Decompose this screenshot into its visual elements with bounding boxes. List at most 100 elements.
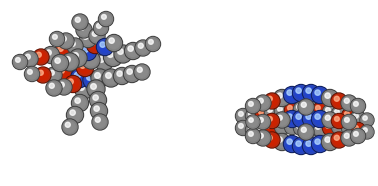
Circle shape — [361, 114, 373, 126]
Circle shape — [74, 97, 85, 108]
Circle shape — [352, 111, 365, 125]
Circle shape — [307, 124, 311, 129]
Circle shape — [79, 25, 84, 30]
Circle shape — [315, 114, 320, 119]
Circle shape — [304, 139, 319, 153]
Circle shape — [360, 125, 374, 139]
Circle shape — [277, 115, 282, 120]
Circle shape — [94, 72, 106, 84]
Circle shape — [50, 31, 65, 46]
Circle shape — [344, 118, 349, 122]
Circle shape — [127, 45, 138, 57]
Circle shape — [65, 122, 70, 127]
Circle shape — [109, 38, 114, 43]
Circle shape — [93, 94, 104, 105]
Circle shape — [335, 116, 339, 121]
Circle shape — [325, 124, 330, 128]
Circle shape — [287, 113, 297, 124]
Circle shape — [256, 123, 270, 137]
Circle shape — [85, 55, 91, 60]
Circle shape — [296, 87, 307, 99]
Circle shape — [322, 89, 339, 107]
Circle shape — [342, 121, 356, 135]
Circle shape — [284, 135, 301, 153]
Circle shape — [324, 121, 336, 135]
Circle shape — [301, 102, 306, 107]
Circle shape — [334, 96, 344, 106]
Circle shape — [91, 69, 109, 87]
Circle shape — [136, 41, 150, 55]
Circle shape — [267, 135, 277, 145]
Circle shape — [89, 28, 105, 44]
Circle shape — [293, 110, 310, 127]
Circle shape — [68, 79, 73, 84]
Circle shape — [25, 67, 39, 81]
Circle shape — [325, 115, 335, 125]
Circle shape — [274, 91, 290, 105]
Circle shape — [332, 113, 347, 129]
Circle shape — [91, 64, 103, 76]
Circle shape — [256, 131, 270, 145]
Circle shape — [96, 39, 113, 55]
Circle shape — [276, 104, 288, 118]
Circle shape — [299, 125, 313, 139]
Circle shape — [90, 92, 107, 108]
Circle shape — [93, 95, 98, 100]
Circle shape — [323, 113, 337, 127]
Circle shape — [99, 41, 110, 52]
Circle shape — [325, 123, 335, 133]
Circle shape — [344, 124, 349, 128]
Circle shape — [341, 130, 357, 146]
Circle shape — [285, 112, 299, 126]
Circle shape — [298, 124, 314, 140]
Circle shape — [92, 70, 108, 86]
Circle shape — [322, 134, 338, 150]
Circle shape — [76, 60, 93, 76]
Circle shape — [27, 69, 37, 79]
Circle shape — [65, 76, 81, 92]
Circle shape — [90, 92, 105, 108]
Circle shape — [57, 45, 68, 57]
Circle shape — [332, 119, 347, 134]
Circle shape — [137, 67, 143, 72]
Circle shape — [72, 14, 88, 30]
Circle shape — [92, 31, 97, 36]
Circle shape — [255, 130, 271, 146]
Circle shape — [87, 80, 105, 98]
Circle shape — [342, 131, 356, 145]
Circle shape — [313, 137, 327, 151]
Circle shape — [264, 132, 280, 148]
Circle shape — [57, 66, 71, 80]
Circle shape — [95, 117, 100, 122]
Circle shape — [256, 115, 271, 129]
Circle shape — [268, 108, 272, 112]
Circle shape — [78, 67, 96, 85]
Circle shape — [342, 115, 356, 129]
Circle shape — [287, 105, 297, 115]
Circle shape — [274, 89, 291, 107]
Circle shape — [255, 95, 271, 111]
Circle shape — [68, 78, 79, 89]
Circle shape — [287, 122, 297, 132]
Circle shape — [248, 102, 253, 106]
Circle shape — [127, 69, 132, 74]
Circle shape — [90, 102, 107, 119]
Circle shape — [344, 117, 354, 127]
Circle shape — [116, 70, 127, 81]
Circle shape — [277, 115, 287, 125]
Circle shape — [92, 31, 102, 41]
Circle shape — [246, 129, 260, 143]
Circle shape — [332, 114, 345, 128]
Circle shape — [265, 113, 279, 129]
Circle shape — [248, 132, 253, 136]
Circle shape — [78, 84, 90, 96]
Circle shape — [79, 62, 90, 73]
Circle shape — [49, 70, 59, 80]
Circle shape — [259, 110, 263, 114]
Circle shape — [267, 96, 277, 106]
Circle shape — [245, 129, 260, 144]
Circle shape — [53, 55, 68, 70]
Circle shape — [62, 119, 78, 135]
Circle shape — [315, 139, 320, 144]
Circle shape — [47, 81, 61, 95]
